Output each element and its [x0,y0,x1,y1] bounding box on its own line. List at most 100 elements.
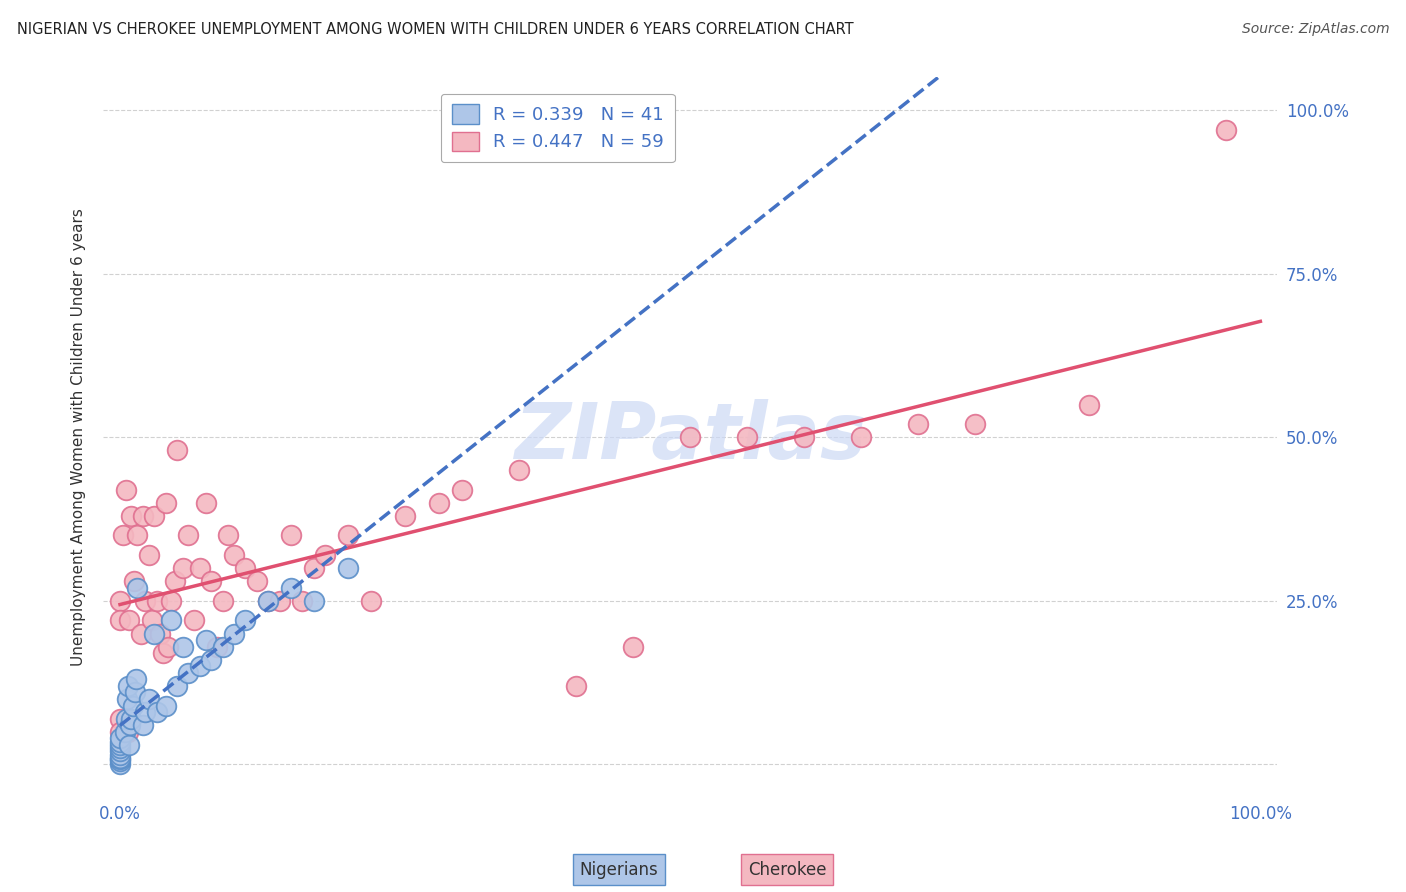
Point [235,614,257,628]
Point [205,640,228,654]
Point [120,718,142,732]
Text: Source: ZipAtlas.com: Source: ZipAtlas.com [1241,22,1389,37]
Point [394,508,416,523]
Point [337,528,360,542]
Point [120,508,142,523]
Point [108,752,131,766]
Point [108,751,131,765]
Point [108,594,131,608]
Point [114,712,136,726]
Point [118,614,141,628]
Point [163,574,186,589]
Y-axis label: Unemployment Among Women with Children Under 6 years: Unemployment Among Women with Children U… [72,209,86,666]
Point [735,430,758,444]
Point [508,463,530,477]
Point [246,574,269,589]
Point [222,626,245,640]
Point [337,561,360,575]
Point [965,417,987,432]
Point [177,665,200,680]
Point [200,574,222,589]
Point [129,626,152,640]
Point [565,679,588,693]
Point [143,626,166,640]
Point [177,528,200,542]
Point [134,705,156,719]
Point [108,738,131,752]
Point [127,528,149,542]
Point [156,640,179,654]
Text: NIGERIAN VS CHEROKEE UNEMPLOYMENT AMONG WOMEN WITH CHILDREN UNDER 6 YEARS CORREL: NIGERIAN VS CHEROKEE UNEMPLOYMENT AMONG … [17,22,853,37]
Point [108,614,131,628]
Point [115,692,138,706]
Point [188,561,211,575]
Point [188,659,211,673]
Point [172,561,194,575]
Point [108,734,131,748]
Point [679,430,702,444]
Point [155,496,177,510]
Point [108,731,131,746]
Point [427,496,450,510]
Point [138,548,160,562]
Point [145,594,167,608]
Point [124,685,146,699]
Text: Nigerians: Nigerians [579,861,658,879]
Point [108,744,131,758]
Legend: R = 0.339   N = 41, R = 0.447   N = 59: R = 0.339 N = 41, R = 0.447 N = 59 [441,94,675,162]
Point [149,626,172,640]
Point [1078,398,1101,412]
Point [108,712,131,726]
Point [211,594,233,608]
Point [257,594,280,608]
Point [280,581,302,595]
Point [222,548,245,562]
Point [117,679,139,693]
Point [621,640,644,654]
Point [217,528,239,542]
Point [108,741,131,756]
Point [211,640,233,654]
Point [194,496,217,510]
Point [851,430,873,444]
Point [160,594,183,608]
Point [269,594,291,608]
Point [280,528,302,542]
Point [132,508,155,523]
Point [257,594,280,608]
Point [108,747,131,762]
Point [360,594,382,608]
Point [314,548,336,562]
Point [125,673,148,687]
Point [1215,122,1237,136]
Point [166,679,188,693]
Point [112,528,135,542]
Point [121,698,143,713]
Point [132,718,155,732]
Text: ZIPatlas: ZIPatlas [515,400,866,475]
Point [152,646,174,660]
Point [138,692,160,706]
Point [291,594,314,608]
Point [114,724,136,739]
Point [145,705,167,719]
Point [160,614,183,628]
Point [194,633,217,648]
Point [143,508,166,523]
Point [108,754,131,768]
Point [134,594,156,608]
Point [114,483,136,497]
Point [166,443,188,458]
Point [451,483,474,497]
Point [117,724,139,739]
Point [235,561,257,575]
Point [120,712,142,726]
Point [118,738,141,752]
Point [302,594,325,608]
Point [172,640,194,654]
Point [108,724,131,739]
Point [183,614,205,628]
Point [200,653,222,667]
Point [302,561,325,575]
Point [793,430,815,444]
